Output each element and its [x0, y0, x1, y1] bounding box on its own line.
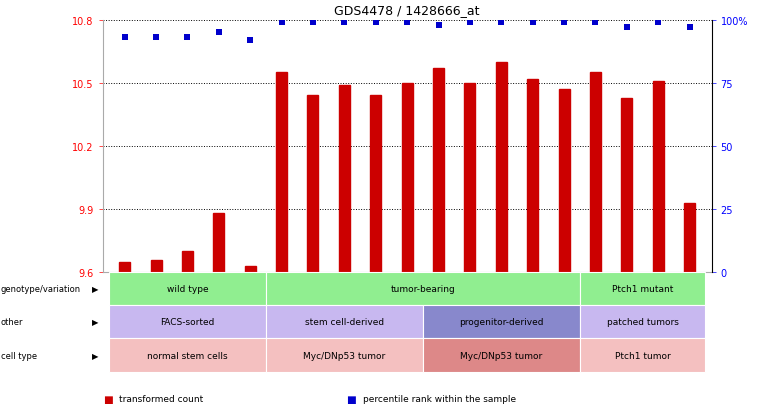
- Text: stem cell-derived: stem cell-derived: [305, 318, 384, 327]
- Text: normal stem cells: normal stem cells: [147, 351, 228, 360]
- Text: ▶: ▶: [92, 285, 99, 294]
- Bar: [182, 252, 193, 273]
- Text: Ptch1 mutant: Ptch1 mutant: [612, 285, 673, 294]
- Text: FACS-sorted: FACS-sorted: [161, 318, 215, 327]
- Text: wild type: wild type: [167, 285, 209, 294]
- Bar: [213, 214, 224, 273]
- Bar: [307, 96, 319, 273]
- Text: tumor-bearing: tumor-bearing: [390, 285, 455, 294]
- Bar: [653, 81, 664, 273]
- Text: progenitor-derived: progenitor-derived: [459, 318, 543, 327]
- Text: Myc/DNp53 tumor: Myc/DNp53 tumor: [303, 351, 386, 360]
- Text: Myc/DNp53 tumor: Myc/DNp53 tumor: [460, 351, 543, 360]
- Bar: [621, 98, 632, 273]
- Text: ▶: ▶: [92, 318, 99, 327]
- Bar: [559, 90, 569, 273]
- Text: ■: ■: [346, 394, 356, 404]
- Bar: [245, 266, 256, 273]
- Bar: [433, 69, 444, 273]
- Bar: [527, 79, 538, 273]
- Bar: [371, 96, 381, 273]
- Text: ▶: ▶: [92, 351, 99, 360]
- Text: Ptch1 tumor: Ptch1 tumor: [615, 351, 670, 360]
- Text: transformed count: transformed count: [119, 394, 204, 403]
- Bar: [151, 260, 161, 273]
- Bar: [276, 73, 287, 273]
- Text: patched tumors: patched tumors: [607, 318, 679, 327]
- Title: GDS4478 / 1428666_at: GDS4478 / 1428666_at: [334, 4, 480, 17]
- Text: ■: ■: [103, 394, 113, 404]
- Text: percentile rank within the sample: percentile rank within the sample: [363, 394, 516, 403]
- Bar: [495, 63, 507, 273]
- Bar: [402, 84, 412, 273]
- Text: genotype/variation: genotype/variation: [1, 285, 81, 294]
- Bar: [684, 203, 695, 273]
- Text: other: other: [1, 318, 24, 327]
- Bar: [119, 262, 130, 273]
- Bar: [464, 84, 476, 273]
- Text: cell type: cell type: [1, 351, 37, 360]
- Bar: [339, 86, 350, 273]
- Bar: [590, 73, 601, 273]
